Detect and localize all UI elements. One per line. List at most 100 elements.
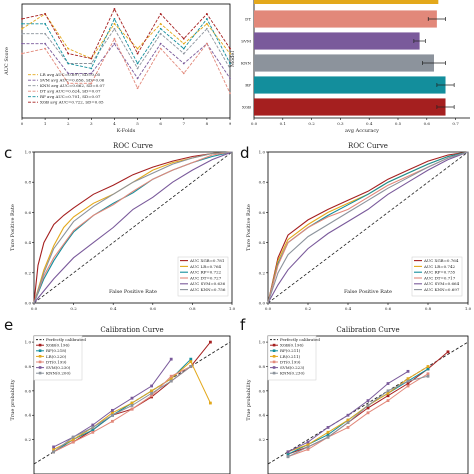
legend-marker-f: [272, 366, 276, 369]
x-tick-label-b: 0.1: [280, 121, 286, 126]
data-point-a: [205, 42, 208, 45]
y-axis-label-d: Ture Positive Rate: [246, 204, 252, 251]
legend-label-c: AUC LR=0.764: [189, 264, 222, 269]
y-tick-label-c: 0.8: [25, 180, 32, 185]
y-tick-label-d: 1.0: [259, 150, 266, 155]
legend-label-e: XGB(0.196): [46, 343, 70, 348]
data-point-a: [113, 17, 116, 20]
y-tick-label-f: 0.6: [259, 388, 266, 393]
data-point-a: [136, 62, 139, 65]
legend-marker-f: [272, 355, 276, 358]
data-point-a: [113, 22, 116, 25]
x-tick-label-d: 0.0: [265, 306, 272, 311]
series-line-a-xgb: [21, 7, 231, 60]
x-tick-label-c: 0.8: [189, 306, 196, 311]
x-tick-label-a: 0: [21, 121, 24, 126]
data-point-a: [90, 57, 93, 60]
calib-point-f: [306, 447, 310, 451]
data-point-a: [67, 72, 70, 75]
x-tick-label-a: 4: [113, 121, 116, 126]
legend-label-c: AUC DT=0.727: [189, 275, 222, 280]
calib-point-e: [209, 401, 212, 405]
axes-frame-a: [21, 3, 231, 119]
chance-line-d: [267, 151, 469, 304]
y-tick-label-e: 0.2: [25, 437, 32, 442]
y-tick-label-c: 1.0: [25, 150, 32, 155]
calib-point-e: [91, 426, 95, 429]
chart-title-e: Calibration Curve: [100, 326, 163, 334]
data-point-a: [21, 17, 23, 20]
series-line-a-rf: [22, 17, 231, 69]
calib-point-e: [71, 438, 75, 442]
x-tick-label-c: 0.0: [31, 306, 38, 311]
x-tick-label-c: 0.2: [70, 306, 77, 311]
x-tick-label-d: 0.8: [425, 306, 432, 311]
legend-marker-f: [272, 349, 276, 352]
calib-point-f: [386, 382, 390, 385]
data-point-a: [136, 77, 139, 80]
x-tick-label-b: 0.7: [452, 121, 459, 126]
calib-point-f: [406, 379, 410, 383]
panel-label-f: f: [240, 316, 246, 334]
data-point-a: [90, 62, 93, 65]
axes-frame-e: [33, 335, 231, 474]
x-tick-label-c: 0.6: [150, 306, 157, 311]
data-point-a: [113, 37, 116, 40]
data-point-a: [67, 52, 70, 55]
calib-point-e: [130, 404, 134, 407]
data-point-a: [182, 37, 185, 40]
calib-point-e: [111, 419, 114, 423]
calib-point-e: [111, 411, 114, 415]
x-tick-label-b: 0.6: [424, 121, 431, 126]
x-tick-label-c: 1.0: [229, 306, 236, 311]
legend-label-e: LR(0.220): [46, 354, 67, 359]
calib-point-f: [346, 426, 350, 429]
calib-curve-e-knn: [53, 366, 192, 453]
data-point-a: [44, 42, 47, 45]
x-tick-label-d: 0.4: [345, 306, 352, 311]
calib-point-f: [386, 394, 390, 398]
bar-b-knn: [254, 54, 434, 72]
x-tick-label-b: 0.0: [251, 121, 258, 126]
y-tick-label-d: 0.2: [259, 270, 266, 275]
x-tick-label-d: 0.6: [385, 306, 392, 311]
legend-marker-f: [272, 343, 276, 347]
data-point-a: [44, 47, 47, 50]
x-tick-label-c: 0.4: [110, 306, 117, 311]
data-point-a: [182, 42, 185, 45]
data-point-a: [136, 87, 139, 90]
y-axis-label-a: AUC Score: [4, 47, 10, 76]
data-point-a: [136, 47, 139, 50]
calib-point-e: [71, 440, 75, 444]
calib-point-e: [150, 384, 153, 388]
calib-point-e: [111, 413, 114, 417]
legend-label-f: Perfectly calibrated: [280, 337, 320, 342]
y-tick-label-e: 0.6: [25, 388, 32, 393]
data-point-a: [159, 47, 162, 50]
legend-marker-f: [272, 360, 276, 364]
x-axis-label-c: False Positive Rate: [109, 289, 157, 295]
data-point-a: [136, 52, 139, 55]
y-tick-label-e: 0.4: [25, 413, 32, 418]
data-point-a: [67, 47, 70, 50]
legend-marker-e: [38, 343, 42, 347]
data-point-a: [21, 52, 23, 55]
calib-point-f: [366, 411, 370, 415]
data-point-a: [21, 22, 23, 25]
calib-curve-f-svm: [287, 370, 409, 453]
legend-label-f: XGB(0.196): [280, 343, 304, 348]
calib-point-f: [326, 426, 330, 429]
calib-point-f: [306, 440, 310, 444]
calib-point-f: [446, 350, 450, 354]
series-line-a-lr: [21, 13, 231, 60]
y-tick-label-b: SVM: [241, 39, 251, 44]
legend-label-c: AUC KNN=0.756: [189, 287, 226, 292]
y-tick-label-c: 0.6: [25, 210, 32, 215]
calib-point-e: [169, 374, 173, 378]
calib-point-f: [346, 418, 350, 422]
calib-point-e: [150, 391, 153, 395]
bar-b-lr: [254, 0, 439, 4]
calib-point-e: [169, 357, 173, 361]
data-point-a: [44, 13, 47, 15]
y-tick-label-b: RF: [245, 83, 251, 88]
